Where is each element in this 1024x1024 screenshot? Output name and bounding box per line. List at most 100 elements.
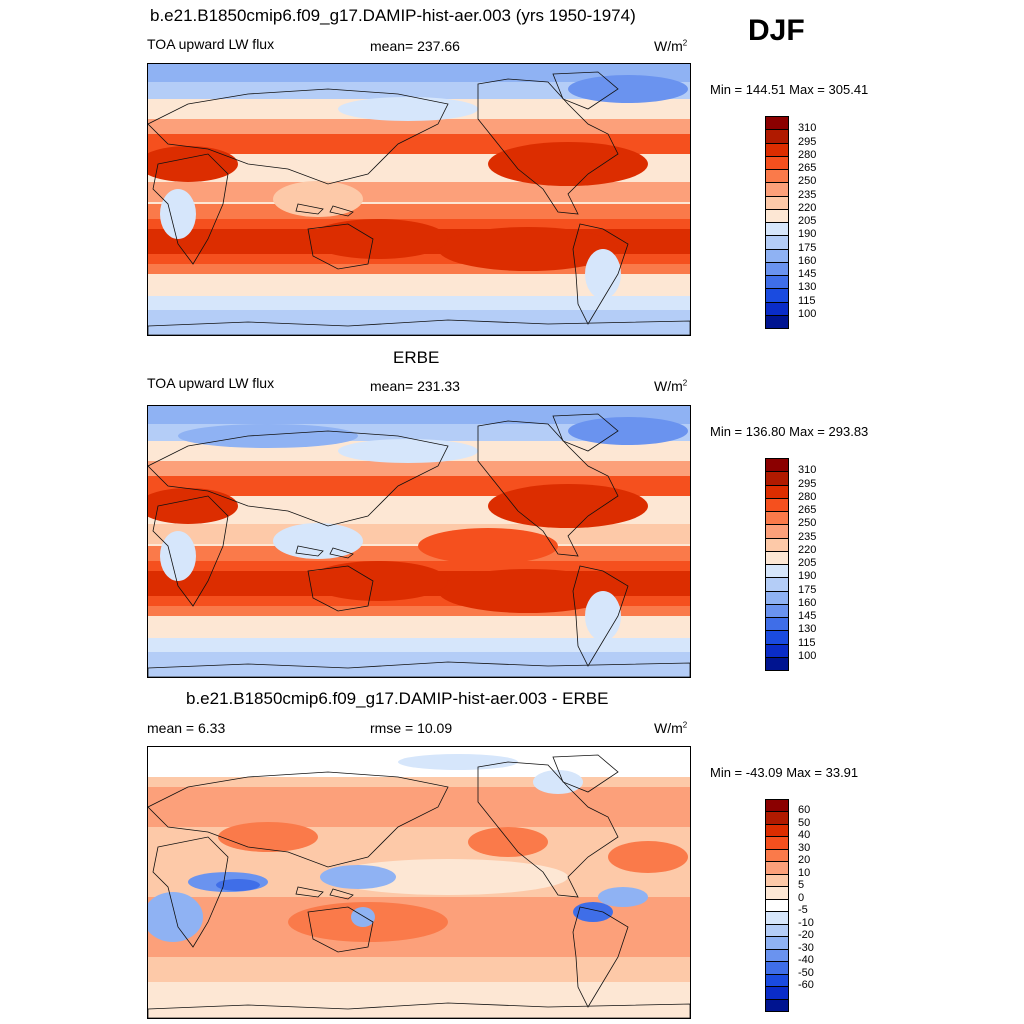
panel2-minmax: Min = 136.80 Max = 293.83 (710, 424, 869, 439)
coastline (552, 71, 619, 110)
field-contour-blob (568, 75, 688, 103)
colorbar-swatch (765, 886, 789, 900)
colorbar-swatch (765, 823, 789, 838)
field-contour-blob (585, 249, 621, 299)
colorbar-tick-label: 310 (798, 464, 817, 477)
colorbar-tick-label: -60 (798, 979, 814, 992)
colorbar-swatch (765, 799, 789, 813)
colorbar-tick-label: -30 (798, 941, 814, 954)
panel3-rmse-label: rmse = 10.09 (370, 720, 453, 736)
coastline (307, 565, 374, 612)
colorbar-tick-label: 40 (798, 829, 811, 842)
panel2-units: W/m2 (654, 378, 688, 394)
field-contour-blob (351, 907, 375, 927)
colorbar-tick-label: 190 (798, 228, 817, 241)
field-contour-blob (418, 528, 558, 564)
field-contour-blob (598, 887, 648, 907)
field-contour-blob (160, 189, 196, 239)
panel3-map-field (148, 747, 690, 1018)
colorbar-swatch (765, 275, 789, 290)
coastline (307, 906, 374, 953)
field-band (148, 787, 690, 827)
panel2-map (147, 405, 691, 678)
coastline (152, 153, 229, 265)
colorbar-swatch (765, 208, 789, 223)
colorbar-swatch (765, 617, 789, 632)
colorbar-swatch (765, 116, 789, 131)
field-contour-blob (160, 531, 196, 581)
colorbar-swatch (765, 497, 789, 512)
field-contour-blob (438, 227, 618, 271)
coastline (477, 420, 619, 557)
colorbar-tick-label: 310 (798, 122, 817, 135)
colorbar-tick-label: 220 (798, 201, 817, 214)
colorbar-tick-label: 265 (798, 504, 817, 516)
colorbar-tick-label: 295 (798, 477, 817, 490)
colorbar-tick-label: 235 (798, 530, 817, 543)
panel1-variable-label: TOA upward LW flux (147, 36, 275, 52)
colorbar-tick-label: 100 (798, 307, 817, 320)
panel3-minmax: Min = -43.09 Max = 33.91 (710, 765, 859, 780)
colorbar-tick-label: 130 (798, 623, 817, 636)
colorbar-tick-label: 205 (798, 557, 817, 569)
colorbar-swatch (765, 314, 789, 329)
colorbar-swatch (765, 861, 789, 875)
field-contour-blob (328, 859, 568, 895)
coastline (148, 771, 449, 868)
colorbar-tick-label: 0 (798, 891, 805, 904)
field-contour-blob (608, 841, 688, 873)
field-contour-blob (148, 488, 238, 524)
panel1-minmax: Min = 144.51 Max = 305.41 (710, 82, 869, 97)
coastline (148, 88, 449, 185)
panel2-map-field (148, 406, 690, 677)
colorbar-tick-label: 30 (798, 841, 811, 854)
colorbar-swatch (765, 564, 789, 579)
colorbar-tick-label: 160 (798, 254, 817, 267)
colorbar-swatch (765, 936, 789, 950)
colorbar-tick-label: 235 (798, 188, 817, 201)
colorbar-swatch (765, 458, 789, 473)
colorbar-swatch (765, 537, 789, 552)
panel2-title: ERBE (393, 348, 440, 367)
coastline (572, 906, 629, 1008)
field-contour-blob (148, 146, 238, 182)
colorbar-swatch (765, 923, 789, 938)
field-contour-blob (216, 879, 260, 891)
colorbar-swatch (765, 169, 789, 184)
colorbar-swatch (765, 155, 789, 170)
coastline (572, 223, 629, 325)
colorbar-swatch (765, 998, 789, 1012)
coastline (477, 761, 619, 898)
panel2-colorbar: 310 295 280 265 250 235 220 205 190 175 160 145 130 1… (765, 458, 845, 671)
coastline (295, 203, 354, 217)
field-contour-blob (488, 484, 648, 528)
colorbar-tick-label: 190 (798, 570, 817, 583)
coastline (148, 661, 690, 677)
colorbar-swatch (765, 182, 789, 197)
colorbar-tick-label: 280 (798, 148, 817, 161)
panel3-map (147, 746, 691, 1019)
field-contour-blob (338, 97, 478, 121)
field-contour-blob (568, 417, 688, 445)
field-contour-blob (218, 822, 318, 852)
season-label: DJF (748, 14, 805, 47)
colorbar-swatch (765, 577, 789, 592)
colorbar-tick-label: 130 (798, 281, 817, 294)
panel1-units: W/m2 (654, 38, 688, 54)
panel3-title: b.e21.B1850cmip6.f09_g17.DAMIP-hist-aer.… (186, 689, 609, 708)
colorbar-tick-label: 250 (798, 517, 817, 530)
colorbar-swatch (765, 195, 789, 210)
colorbar-tick-label: 10 (798, 866, 811, 879)
field-band (148, 638, 690, 652)
colorbar-swatch (765, 948, 789, 963)
colorbar-tick-label: -20 (798, 929, 814, 942)
colorbar-tick-label: 175 (798, 241, 817, 254)
colorbar-swatch (765, 603, 789, 618)
field-contour-blob (273, 523, 363, 559)
colorbar-tick-label: -10 (798, 916, 814, 929)
panel2-mean-label: mean= 231.33 (370, 378, 460, 394)
colorbar-tick-label: 145 (798, 268, 817, 280)
colorbar-tick-label: 115 (798, 294, 816, 307)
colorbar-swatch (765, 986, 789, 1000)
colorbar-tick-label: -40 (798, 954, 814, 967)
